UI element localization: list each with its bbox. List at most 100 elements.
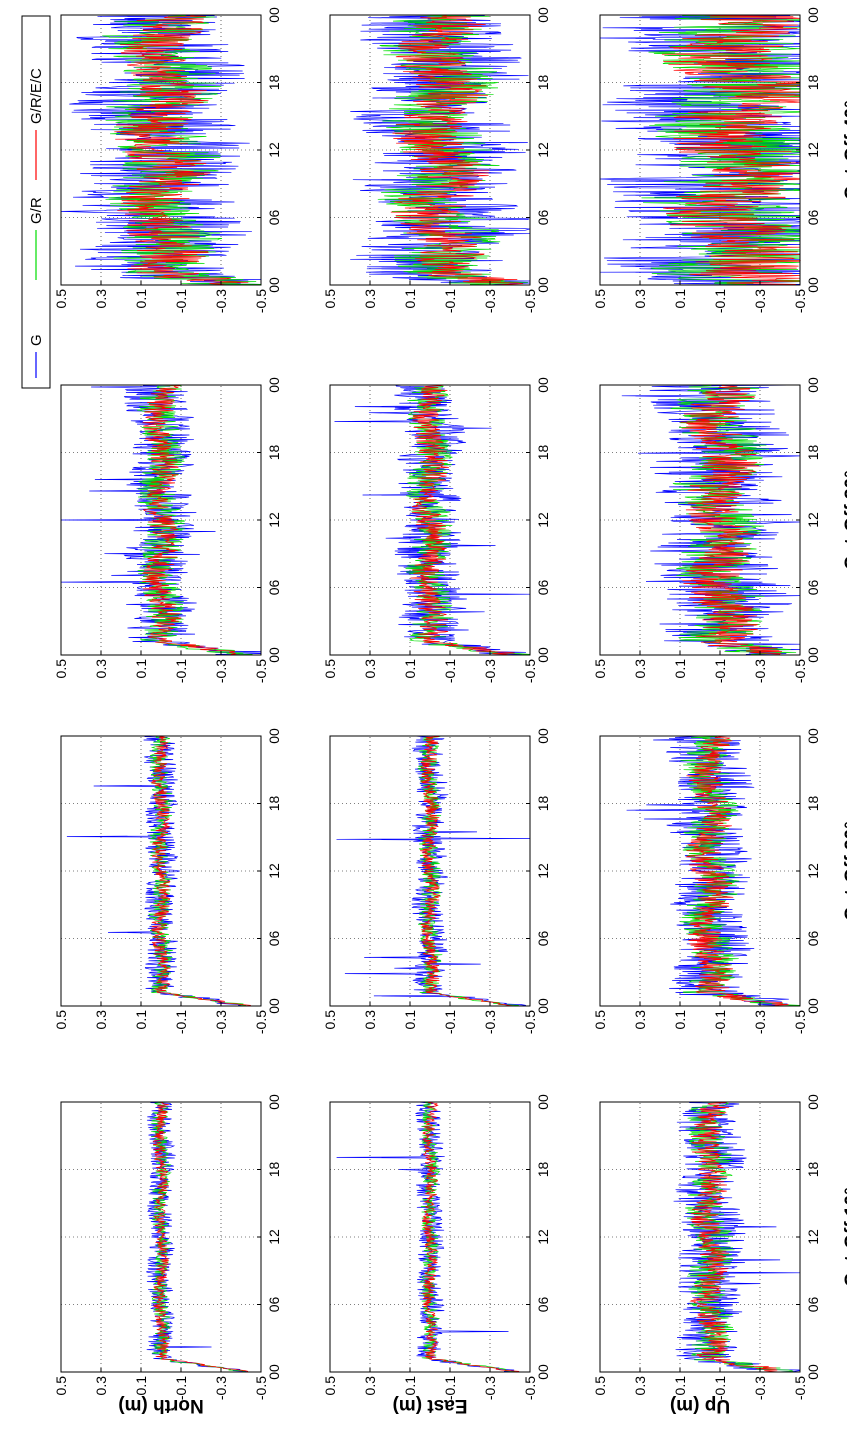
x-tick-label: 18 <box>266 75 282 91</box>
panel-grid: North (m) East (m) Up (m) Cut-Off 10° Cut-Of… <box>53 7 847 1416</box>
x-tick-label: 12 <box>535 142 551 158</box>
y-tick-label: -0.1 <box>442 289 458 313</box>
x-tick-label: 18 <box>535 445 551 461</box>
x-tick-label: 12 <box>266 1229 282 1245</box>
x-tick-label: 18 <box>266 796 282 812</box>
series-line-G/R/E/C <box>390 14 524 286</box>
y-tick-label: 0.1 <box>133 289 149 309</box>
y-tick-label: -0.5 <box>792 1010 808 1034</box>
y-tick-label: 0.5 <box>592 289 608 309</box>
x-tick-label: 00 <box>805 7 821 23</box>
y-tick-label: 0.5 <box>592 1010 608 1030</box>
y-tick-label: -0.3 <box>482 659 498 683</box>
x-tick-label: 00 <box>805 1364 821 1380</box>
x-tick-label: 00 <box>805 1094 821 1110</box>
y-tick-label: 0.3 <box>362 1376 378 1396</box>
y-tick-label: 0.5 <box>592 1376 608 1396</box>
x-tick-label: 12 <box>805 142 821 158</box>
y-tick-label: 0.5 <box>53 1010 69 1030</box>
x-tick-label: 18 <box>535 1162 551 1178</box>
y-tick-label: 0.1 <box>133 1010 149 1030</box>
y-tick-label: -0.3 <box>482 1376 498 1400</box>
x-tick-label: 00 <box>266 1364 282 1380</box>
y-tick-label: -0.3 <box>752 659 768 683</box>
y-tick-label: -0.1 <box>442 1010 458 1034</box>
y-tick-label: -0.5 <box>253 1376 269 1400</box>
series-line-G/R/E/C <box>421 1101 520 1373</box>
x-tick-label: 00 <box>535 998 551 1014</box>
y-tick-label: 0.1 <box>402 289 418 309</box>
series-line-G <box>334 384 531 656</box>
series-line-G/R <box>377 14 528 286</box>
x-tick-label: 12 <box>805 512 821 528</box>
y-tick-label: 0.5 <box>53 289 69 309</box>
y-tick-label: 0.3 <box>632 289 648 309</box>
x-tick-label: 18 <box>805 1162 821 1178</box>
x-tick-label: 00 <box>266 728 282 744</box>
y-tick-label: 0.5 <box>53 659 69 679</box>
y-tick-label: -0.5 <box>792 659 808 683</box>
x-tick-label: 06 <box>805 931 821 947</box>
column-title-1: Cut-Off 20° <box>842 821 847 920</box>
row-label-0: North (m) <box>118 1395 203 1416</box>
series-line-G/R <box>102 14 262 286</box>
series-line-G/R <box>151 1101 248 1373</box>
y-tick-label: -0.5 <box>792 1376 808 1400</box>
x-tick-label: 00 <box>266 998 282 1014</box>
legend-box <box>21 15 51 389</box>
y-tick-label: -0.1 <box>712 659 728 683</box>
y-tick-label: 0.5 <box>322 289 338 309</box>
y-tick-label: 0.1 <box>402 1376 418 1396</box>
legend-label-gr: G/R <box>28 197 45 224</box>
y-tick-label: -0.1 <box>712 289 728 313</box>
y-tick-label: -0.3 <box>213 1376 229 1400</box>
y-tick-label: -0.3 <box>213 659 229 683</box>
x-tick-label: 06 <box>535 580 551 596</box>
y-tick-label: -0.3 <box>213 1010 229 1034</box>
y-tick-label: 0.5 <box>322 1010 338 1030</box>
x-tick-label: 06 <box>266 580 282 596</box>
x-tick-label: 18 <box>535 796 551 812</box>
y-tick-label: 0.3 <box>362 659 378 679</box>
y-tick-label: 0.5 <box>322 1376 338 1396</box>
y-tick-label: -0.3 <box>482 1010 498 1034</box>
y-tick-label: -0.5 <box>253 659 269 683</box>
x-tick-label: 06 <box>535 210 551 226</box>
x-tick-label: 06 <box>266 210 282 226</box>
series-line-G/R <box>419 1101 516 1373</box>
x-tick-label: 00 <box>266 277 282 293</box>
x-tick-label: 00 <box>535 277 551 293</box>
y-tick-label: -0.1 <box>712 1376 728 1400</box>
legend-label-g: G <box>28 334 45 346</box>
y-tick-label: 0.3 <box>362 289 378 309</box>
x-tick-label: 12 <box>266 863 282 879</box>
x-tick-label: 06 <box>535 1297 551 1313</box>
y-tick-label: -0.1 <box>173 1010 189 1034</box>
series-line-G/R/E/C <box>661 14 802 286</box>
x-tick-label: 18 <box>266 1162 282 1178</box>
x-tick-label: 00 <box>266 647 282 663</box>
y-tick-label: 0.1 <box>133 659 149 679</box>
x-tick-label: 00 <box>805 277 821 293</box>
x-tick-label: 12 <box>266 142 282 158</box>
x-tick-label: 06 <box>266 1297 282 1313</box>
x-tick-label: 00 <box>805 377 821 393</box>
series-line-G/R/E/C <box>114 14 249 286</box>
rotated-figure: North (m) East (m) Up (m) Cut-Off 10° Cut-Of… <box>21 7 847 1416</box>
y-tick-label: -0.1 <box>442 1376 458 1400</box>
y-tick-label: -0.5 <box>792 289 808 313</box>
x-tick-label: 00 <box>805 728 821 744</box>
x-tick-label: 00 <box>535 377 551 393</box>
y-tick-label: -0.1 <box>173 659 189 683</box>
y-tick-label: 0.3 <box>93 289 109 309</box>
y-tick-label: -0.5 <box>253 289 269 313</box>
